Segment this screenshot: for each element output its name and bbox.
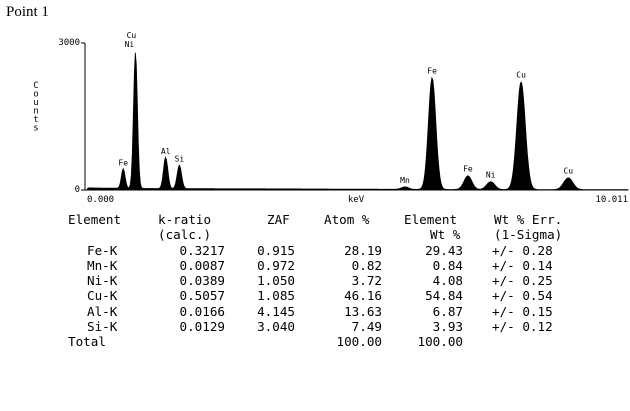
total-atom-percent: 100.00 bbox=[336, 334, 383, 350]
k-ratio-cell: 0.0129 bbox=[179, 319, 226, 335]
element-cell: Mn-K bbox=[87, 257, 118, 273]
header-element: Element bbox=[68, 212, 122, 227]
quantification-table: Element k-ratio ZAF Atom % Element Wt % … bbox=[60, 212, 562, 350]
element-cell: Si-K bbox=[87, 319, 118, 335]
table-row: Mn-K 0.0087 0.972 0.82 0.84 +/- 0.14 bbox=[60, 258, 553, 273]
element-cell: Al-K bbox=[87, 303, 118, 319]
peak-label-ni: Ni bbox=[125, 40, 135, 49]
table-row: Cu-K 0.5057 1.085 46.16 54.84 +/- 0.54 bbox=[60, 288, 553, 303]
atom-percent-cell: 7.49 bbox=[351, 319, 382, 335]
header-wt-err: Wt % Err. bbox=[494, 212, 563, 227]
wt-err-cell: +/- 0.54 bbox=[492, 288, 553, 304]
wt-err-cell: +/- 0.28 bbox=[492, 242, 553, 258]
element-wt-cell: 6.87 bbox=[432, 303, 463, 319]
y-tick-label-max: 3000 bbox=[58, 38, 80, 48]
zaf-cell: 0.915 bbox=[257, 242, 295, 258]
zaf-cell: 1.050 bbox=[257, 273, 295, 289]
k-ratio-cell: 0.0389 bbox=[179, 273, 226, 289]
table-header-row: Element k-ratio ZAF Atom % Element Wt % … bbox=[60, 212, 562, 227]
atom-percent-cell: 13.63 bbox=[344, 303, 382, 319]
peak-label-fe: Fe bbox=[463, 165, 473, 174]
table-subheader-row: (calc.) Wt % (1-Sigma) bbox=[60, 227, 562, 242]
table-row: Al-K 0.0166 4.145 13.63 6.87 +/- 0.15 bbox=[60, 304, 553, 319]
x-axis-label: keV bbox=[348, 195, 365, 205]
atom-percent-cell: 3.72 bbox=[351, 273, 382, 289]
y-tick-label-min: 0 bbox=[75, 185, 80, 195]
total-wt-percent: 100.00 bbox=[417, 334, 464, 350]
element-wt-cell: 54.84 bbox=[425, 288, 463, 304]
k-ratio-cell: 0.3217 bbox=[179, 242, 226, 258]
header-k-ratio: k-ratio bbox=[158, 212, 212, 227]
zaf-cell: 1.085 bbox=[257, 288, 295, 304]
peak-label-si: Si bbox=[175, 155, 185, 164]
zaf-cell: 4.145 bbox=[257, 303, 295, 319]
peak-label-al: Al bbox=[161, 147, 171, 156]
element-wt-cell: 3.93 bbox=[432, 319, 463, 335]
table-total-row: Total 100.00 100.00 bbox=[60, 334, 463, 349]
wt-err-cell: +/- 0.14 bbox=[492, 257, 553, 273]
zaf-cell: 3.040 bbox=[257, 319, 295, 335]
atom-percent-cell: 46.16 bbox=[344, 288, 382, 304]
header-atom-percent: Atom % bbox=[324, 212, 370, 227]
wt-err-cell: +/- 0.25 bbox=[492, 273, 553, 289]
total-label: Total bbox=[68, 334, 106, 350]
element-wt-cell: 0.84 bbox=[432, 257, 463, 273]
peak-label-fe: Fe bbox=[118, 159, 128, 168]
header-element-wt: Element bbox=[404, 212, 458, 227]
peak-label-cu: Cu bbox=[563, 167, 573, 176]
table-body: Fe-K 0.3217 0.915 28.19 29.43 +/- 0.28 Mn-K 0.0… bbox=[60, 243, 553, 335]
table-row: Fe-K 0.3217 0.915 28.19 29.43 +/- 0.28 bbox=[60, 243, 553, 258]
atom-percent-cell: 28.19 bbox=[344, 242, 382, 258]
peak-label-mn: Mn bbox=[400, 176, 410, 185]
wt-err-cell: +/- 0.15 bbox=[492, 303, 553, 319]
subheader-wt-percent: Wt % bbox=[430, 227, 461, 243]
element-cell: Fe-K bbox=[87, 242, 118, 258]
element-wt-cell: 4.08 bbox=[432, 273, 463, 289]
atom-percent-cell: 0.82 bbox=[351, 257, 382, 273]
peak-label-ni: Ni bbox=[486, 170, 496, 179]
peak-label-cu: Cu bbox=[127, 31, 137, 40]
x-tick-label-max: 10.011 bbox=[595, 195, 628, 205]
k-ratio-cell: 0.0087 bbox=[179, 257, 226, 273]
element-cell: Cu-K bbox=[87, 288, 118, 304]
spectrum-trace bbox=[85, 52, 629, 191]
zaf-cell: 0.972 bbox=[257, 257, 295, 273]
peak-label-cu: Cu bbox=[516, 71, 526, 80]
k-ratio-cell: 0.5057 bbox=[179, 288, 226, 304]
table-row: Ni-K 0.0389 1.050 3.72 4.08 +/- 0.25 bbox=[60, 273, 553, 288]
k-ratio-cell: 0.0166 bbox=[179, 303, 226, 319]
wt-err-cell: +/- 0.12 bbox=[492, 319, 553, 335]
x-tick-label-min: 0.000 bbox=[87, 195, 114, 205]
header-zaf: ZAF bbox=[267, 212, 290, 227]
element-wt-cell: 29.43 bbox=[425, 242, 463, 258]
page-title: Point 1 bbox=[6, 4, 49, 20]
peak-label-fe: Fe bbox=[427, 67, 437, 76]
subheader-sigma: (1-Sigma) bbox=[494, 227, 563, 243]
subheader-calc: (calc.) bbox=[158, 227, 212, 243]
table-row: Si-K 0.0129 3.040 7.49 3.93 +/- 0.12 bbox=[60, 319, 553, 334]
element-cell: Ni-K bbox=[87, 273, 118, 289]
